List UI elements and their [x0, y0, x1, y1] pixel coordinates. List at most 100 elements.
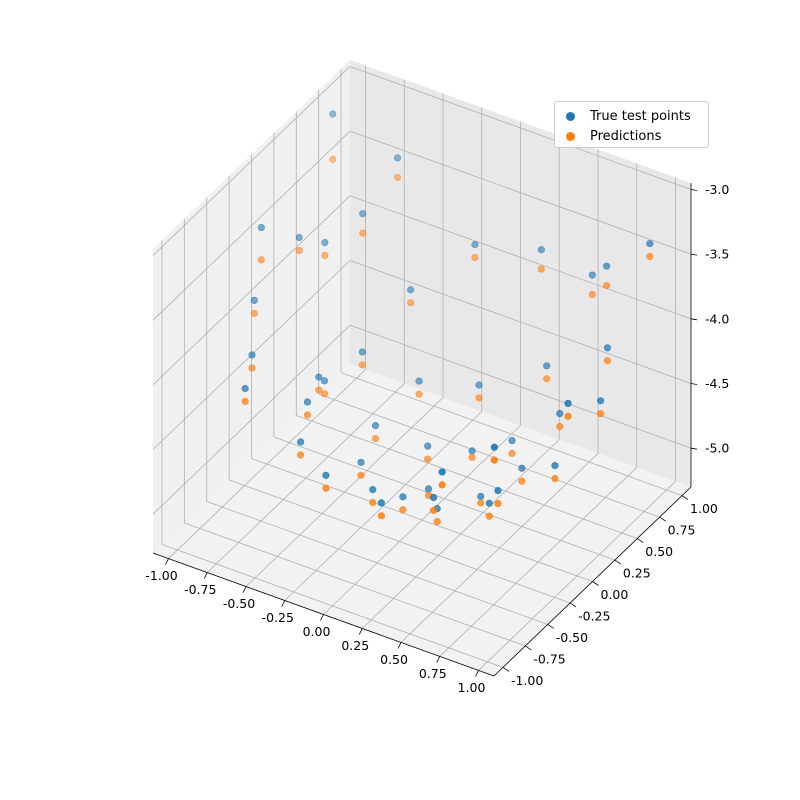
true-test-point [241, 384, 249, 393]
x-tick-label: -0.25 [262, 610, 294, 625]
prediction-point [248, 364, 256, 372]
x-tick-mark [242, 586, 247, 593]
y-tick-mark [569, 602, 577, 608]
x-tick-label: 0.25 [341, 638, 369, 653]
x-tick-label: 0.50 [380, 652, 408, 667]
prediction-point [596, 410, 605, 418]
true-test-point [429, 493, 438, 502]
y-tick-mark [681, 495, 689, 500]
tick-marks [165, 189, 698, 677]
prediction-point [475, 394, 483, 402]
true-test-point [321, 238, 329, 247]
x-tick-label: 0.00 [303, 624, 331, 639]
true-test-point [564, 399, 572, 407]
true-test-point [596, 397, 605, 405]
true-test-point [537, 246, 545, 254]
x-tick-mark [397, 642, 402, 649]
z-tick-mark [690, 253, 698, 256]
true-test-point [303, 398, 312, 406]
grid-line-z [152, 195, 351, 386]
z-tick-mark [690, 318, 698, 321]
prediction-point [494, 499, 502, 508]
true-test-point [556, 409, 564, 418]
y-tick-mark [659, 516, 666, 522]
prediction-point [241, 397, 249, 406]
prediction-point [477, 499, 485, 507]
prediction-point [537, 265, 545, 273]
prediction-point [518, 477, 526, 485]
grid-line-z [152, 66, 351, 256]
true-test-point [369, 486, 377, 494]
prediction-point [588, 290, 596, 299]
grid-line-y [184, 522, 526, 647]
z-tick-label: -3.5 [705, 247, 729, 262]
true-test-point [494, 487, 502, 495]
axis-panes [153, 60, 691, 676]
prediction-point [303, 411, 312, 419]
prediction-point [543, 375, 551, 383]
true-test-point [490, 443, 498, 451]
y-tick-label: -1.00 [511, 673, 543, 688]
prediction-point [407, 299, 415, 307]
x-tick-label: -0.75 [184, 582, 216, 597]
true-test-point [477, 492, 485, 501]
prediction-point [399, 506, 407, 514]
true-test-point [543, 362, 551, 370]
legend-label-predictions: Predictions [590, 128, 662, 144]
true-test-point [646, 239, 654, 248]
prediction-point [371, 434, 380, 443]
prediction-point [315, 386, 323, 394]
true-test-point [359, 210, 367, 218]
z-tick-label: -5.0 [705, 441, 729, 456]
prediction-point [438, 481, 446, 489]
prediction-point [468, 453, 476, 461]
prediction-point [257, 256, 265, 264]
legend-item-true: True test points [566, 107, 691, 125]
true-test-point [508, 436, 516, 445]
prediction-point [564, 412, 572, 420]
prediction-point [377, 512, 385, 520]
prediction-point [556, 422, 564, 431]
x-tick-mark [475, 670, 479, 677]
y-tick-label: -0.25 [578, 608, 610, 623]
y-tick-label: 0.50 [645, 544, 673, 559]
y-tick-label: 0.00 [601, 587, 629, 602]
y-tick-label: 0.75 [668, 523, 696, 538]
true-test-point [475, 381, 483, 389]
x-tick-mark [320, 614, 324, 621]
true-test-point [248, 351, 256, 359]
true-test-point [518, 464, 526, 472]
y-tick-mark [525, 645, 532, 651]
grid-line-y [296, 415, 638, 539]
prediction-point [393, 173, 402, 181]
z-tick-label: -4.0 [705, 311, 729, 326]
true-test-point [320, 377, 329, 385]
z-tick-mark [690, 447, 698, 450]
prediction-point [322, 484, 330, 492]
grid-line-y [251, 458, 593, 582]
z-tick-label: -3.0 [705, 182, 729, 197]
grid-line-z [349, 324, 692, 449]
prediction-point [358, 361, 367, 369]
true-test-point [468, 447, 476, 455]
x-tick-mark [203, 572, 208, 579]
y-tick-mark [547, 624, 554, 629]
grid-line-z [349, 130, 692, 255]
grid-line-z [349, 195, 692, 320]
true-test-point [551, 461, 559, 470]
prediction-point [359, 229, 367, 237]
true-test-point [407, 286, 415, 294]
legend-marker-predictions [566, 131, 575, 141]
legend-item-predictions: Predictions [566, 127, 661, 145]
true-test-point [329, 110, 337, 118]
true-test-point [424, 442, 432, 450]
x-tick-mark [281, 600, 286, 607]
grid-line-z [349, 260, 692, 384]
grid-line-y [340, 372, 683, 496]
y-tick-mark [614, 559, 622, 565]
x-tick-label: -1.00 [145, 568, 177, 583]
z-tick-mark [690, 189, 698, 191]
prediction-point [433, 517, 441, 526]
grid-line-y [273, 436, 616, 561]
